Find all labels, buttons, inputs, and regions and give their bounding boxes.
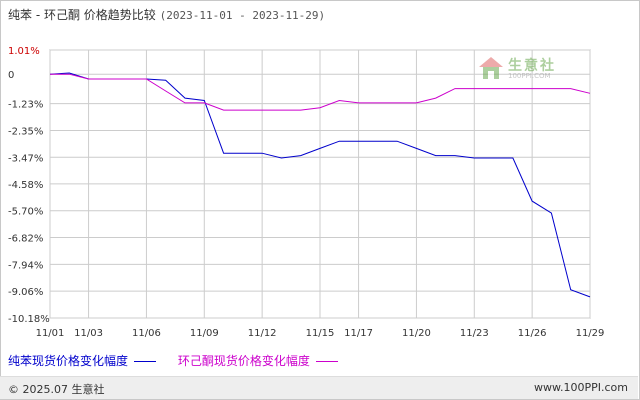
y-tick-label: 0	[8, 70, 14, 81]
y-tick-label: 1.01%	[8, 46, 40, 57]
y-tick-label: -5.70%	[8, 207, 43, 218]
footer-bar: © 2025.07 生意社 www.100PPI.com	[0, 376, 638, 399]
y-tick-label: -7.94%	[8, 260, 43, 271]
x-tick-label: 11/12	[248, 328, 277, 339]
watermark: 生意社 100PPI.COM	[478, 55, 586, 85]
legend-item-cyclohexanone: 环己酮现货价格变化幅度	[178, 352, 338, 369]
y-tick-label: -1.23%	[8, 100, 43, 111]
x-tick-label: 11/03	[74, 328, 103, 339]
x-tick-label: 11/06	[132, 328, 161, 339]
x-tick-label: 11/15	[306, 328, 335, 339]
y-tick-label: -10.18%	[8, 314, 50, 325]
x-tick-label: 11/20	[402, 328, 431, 339]
y-tick-label: -3.47%	[8, 153, 43, 164]
legend-label-cyclohexanone: 环己酮现货价格变化幅度	[177, 354, 310, 368]
y-tick-label: -6.82%	[8, 234, 43, 245]
chart-title-text: 纯苯 - 环己酮 价格趋势比较	[8, 8, 156, 22]
legend-swatch-cyclohexanone	[315, 361, 338, 362]
x-tick-label: 11/17	[344, 328, 373, 339]
site-link[interactable]: www.100PPI.com	[534, 381, 628, 394]
chart-title: 纯苯 - 环己酮 价格趋势比较 (2023-11-01 - 2023-11-29…	[8, 6, 325, 23]
x-tick-label: 11/01	[36, 328, 65, 339]
copyright-text: © 2025.07 生意社	[8, 383, 105, 396]
line-chart: 1.01% 0 -1.23% -2.35% -3.47% -4.58% -5.70% -6.8…	[8, 46, 605, 339]
chart-legend: 纯苯现货价格变化幅度 环己酮现货价格变化幅度	[8, 352, 356, 369]
x-tick-label: 11/26	[518, 328, 547, 339]
y-tick-label: -9.06%	[8, 287, 43, 298]
x-tick-label: 11/09	[190, 328, 219, 339]
watermark-url: 100PPI.COM	[508, 72, 551, 80]
watermark-brand: 生意社	[508, 58, 556, 74]
legend-item-benzene: 纯苯现货价格变化幅度	[8, 352, 157, 369]
legend-label-benzene: 纯苯现货价格变化幅度	[8, 354, 129, 368]
house-logo-icon	[479, 57, 503, 79]
chart-date-range: (2023-11-01 - 2023-11-29)	[159, 9, 326, 22]
x-tick-label: 11/23	[460, 328, 489, 339]
y-tick-label: -4.58%	[8, 180, 43, 191]
x-tick-label: 11/29	[576, 328, 605, 339]
y-tick-label: -2.35%	[8, 126, 43, 137]
legend-swatch-benzene	[134, 361, 157, 362]
series-line-cyclohexanone	[50, 73, 591, 111]
